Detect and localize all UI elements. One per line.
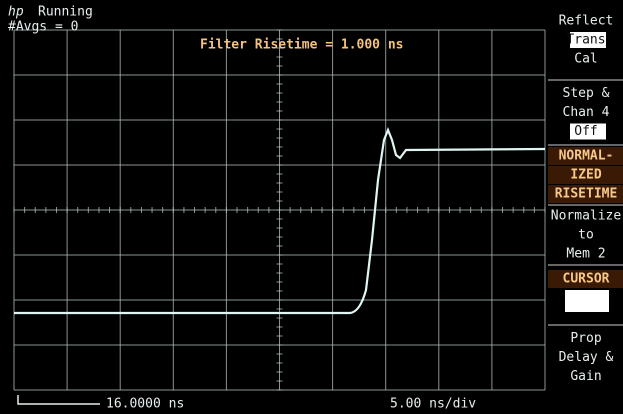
logo: hp xyxy=(8,5,24,20)
cursor-box xyxy=(565,290,609,312)
menu-label: Prop xyxy=(570,331,601,346)
position: 16.0000 ns xyxy=(106,397,184,412)
averages: #Avgs = 0 xyxy=(8,20,78,35)
menu-label: CURSOR xyxy=(563,272,610,287)
menu-label: NORMAL- xyxy=(559,149,614,164)
menu-label: Gain xyxy=(570,369,601,384)
menu-label: to xyxy=(578,228,594,243)
menu-label: Step & xyxy=(563,86,610,101)
scale: 5.00 ns/div xyxy=(390,397,476,412)
menu-label: Delay & xyxy=(559,350,614,365)
menu-label: RISETIME xyxy=(555,187,618,202)
measurement: Filter Risetime = 1.000 ns xyxy=(200,38,404,53)
menu-label: Reflect xyxy=(559,14,614,29)
menu-label: Off xyxy=(574,124,597,139)
menu-label: Chan 4 xyxy=(563,105,610,120)
menu-label: IZED xyxy=(570,168,601,183)
menu-label: Cal xyxy=(574,52,597,67)
menu-label: Trans xyxy=(566,33,605,48)
run-state: Running xyxy=(38,5,93,20)
menu-label: Mem 2 xyxy=(566,247,605,262)
scope-screen: hp Running #Avgs = 0 Filter Risetime = 1… xyxy=(0,0,623,414)
menu-label: Normalize xyxy=(551,209,622,224)
